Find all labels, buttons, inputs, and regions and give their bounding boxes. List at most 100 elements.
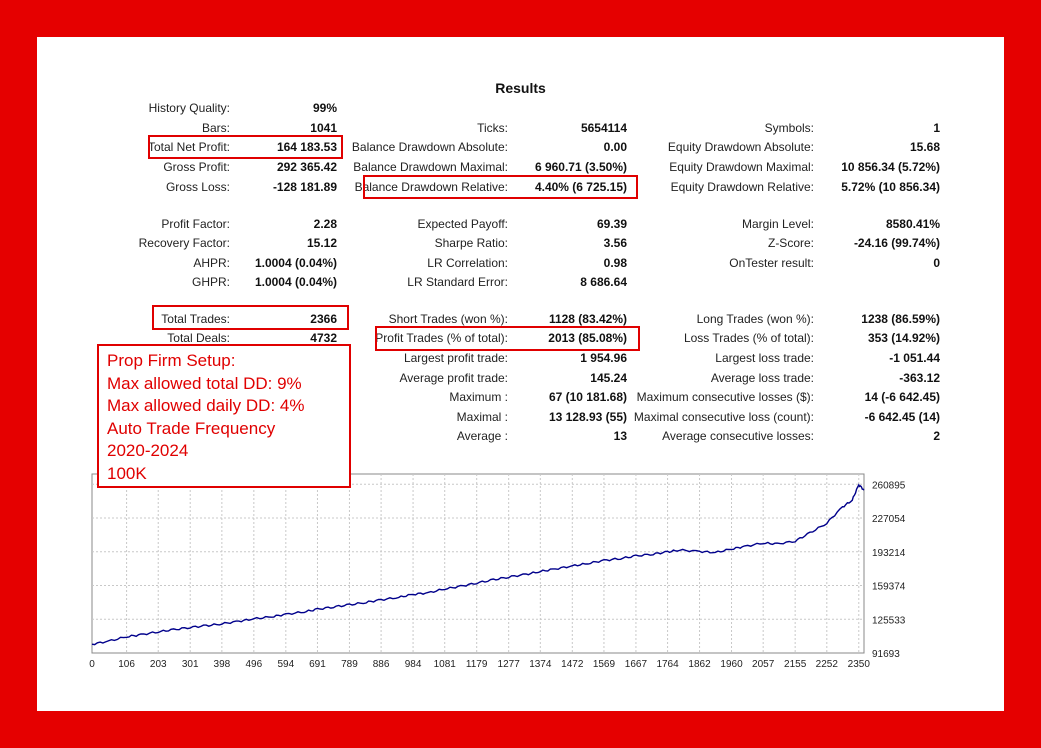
stat-value: -6 642.45 (14) xyxy=(864,410,940,424)
x-tick-label: 301 xyxy=(182,659,199,670)
stat-value: 67 (10 181.68) xyxy=(548,390,627,404)
stat-value: 2 xyxy=(933,429,940,443)
y-tick-label: 227054 xyxy=(872,514,906,525)
stat-label: Maximum consecutive losses ($): xyxy=(636,390,814,404)
stat-label: Z-Score: xyxy=(767,236,814,250)
stat-label: Maximal consecutive loss (count): xyxy=(633,410,814,424)
x-tick-label: 1764 xyxy=(656,659,679,670)
stat-value: 15.68 xyxy=(909,140,940,154)
stat-label: Long Trades (won %): xyxy=(696,312,814,326)
stat-value: -128 181.89 xyxy=(272,180,337,194)
plot-area xyxy=(91,473,865,654)
results-panel: Results History Quality: 99% Bars: 1041 Tick… xyxy=(37,37,1004,711)
stat-label: Balance Drawdown Absolute: xyxy=(351,140,508,154)
highlight-total-trades xyxy=(152,305,349,330)
stat-value: 3.56 xyxy=(603,236,627,250)
x-tick-label: 886 xyxy=(373,659,390,670)
stat-value: 353 (14.92%) xyxy=(867,331,940,345)
stat-value: 5654114 xyxy=(580,121,627,135)
stat-value: 13 128.93 (55) xyxy=(548,410,627,424)
stat-value: 164 183.53 xyxy=(276,140,337,154)
stat-label: Maximum : xyxy=(449,390,508,404)
stat-value: 0.98 xyxy=(603,256,627,270)
stat-label: Average consecutive losses: xyxy=(662,429,814,443)
stat-value: 10 856.34 (5.72%) xyxy=(841,160,940,174)
stat-label: AHPR: xyxy=(193,256,230,270)
x-tick-label: 1960 xyxy=(720,659,743,670)
stat-value: 8 686.64 xyxy=(580,275,627,289)
stat-label: Equity Drawdown Relative: xyxy=(670,180,814,194)
x-tick-label: 2057 xyxy=(752,659,775,670)
highlight-profit-trades xyxy=(375,326,640,351)
x-tick-label: 1277 xyxy=(498,659,521,670)
stat-value: -1 051.44 xyxy=(889,351,940,365)
stat-label: Expected Payoff: xyxy=(417,217,508,231)
stat-value: 1.0004 (0.04%) xyxy=(254,275,337,289)
x-tick-label: 496 xyxy=(245,659,262,670)
stat-label: LR Correlation: xyxy=(427,256,508,270)
stat-label: Profit Factor: xyxy=(161,217,230,231)
x-tick-label: 1472 xyxy=(561,659,584,670)
stat-label: Sharpe Ratio: xyxy=(434,236,508,250)
annotation-line: Max allowed daily DD: 4% xyxy=(107,396,305,415)
stat-value: 4.40% (6 725.15) xyxy=(534,180,627,194)
stat-value: 0.00 xyxy=(603,140,627,154)
stat-label: Loss Trades (% of total): xyxy=(683,331,814,345)
stat-label: Total Trades: xyxy=(161,312,230,326)
x-tick-label: 106 xyxy=(118,659,135,670)
stat-label: Balance Drawdown Relative: xyxy=(354,180,508,194)
x-tick-label: 2155 xyxy=(784,659,807,670)
stat-value: 1041 xyxy=(310,121,337,135)
x-tick-label: 1081 xyxy=(434,659,457,670)
stat-value: 8580.41% xyxy=(885,217,940,231)
x-tick-label: 691 xyxy=(309,659,326,670)
stat-label: Ticks: xyxy=(477,121,508,135)
x-tick-label: 1374 xyxy=(529,659,552,670)
stat-label: Average : xyxy=(456,429,508,443)
stat-label: Profit Trades (% of total): xyxy=(375,331,508,345)
stat-label: Average profit trade: xyxy=(399,371,508,385)
annotation-line: 100K xyxy=(107,463,147,483)
x-tick-label: 984 xyxy=(405,659,422,670)
stat-label: Equity Drawdown Maximal: xyxy=(669,160,814,174)
x-tick-label: 594 xyxy=(277,659,294,670)
x-tick-label: 789 xyxy=(341,659,358,670)
stat-value: 4732 xyxy=(310,331,337,345)
report-title: Results xyxy=(495,80,546,96)
annotation-line: 2020-2024 xyxy=(107,441,189,460)
annotation-line: Auto Trade Frequency xyxy=(107,418,276,438)
stat-label: Average loss trade: xyxy=(710,371,814,385)
stat-label: History Quality: xyxy=(148,101,230,115)
x-tick-label: 203 xyxy=(150,659,167,670)
stat-label: Margin Level: xyxy=(741,217,814,231)
stat-label: Symbols: xyxy=(764,121,814,135)
stat-label: Gross Loss: xyxy=(165,180,230,194)
y-tick-label: 91693 xyxy=(872,649,900,660)
stat-label: Largest loss trade: xyxy=(715,351,814,365)
balance-line xyxy=(91,483,865,646)
stat-value: 1 xyxy=(933,121,940,135)
stat-label: Total Net Profit: xyxy=(147,140,230,154)
stat-value: 1 954.96 xyxy=(580,351,627,365)
x-tick-label: 1667 xyxy=(625,659,648,670)
stat-value: 99% xyxy=(312,101,337,115)
x-tick-label: 1569 xyxy=(593,659,616,670)
x-tick-label: 1179 xyxy=(466,659,488,670)
x-tick-label: 1862 xyxy=(688,659,711,670)
stat-label: GHPR: xyxy=(191,275,230,289)
stat-label: Bars: xyxy=(201,121,230,135)
stat-label: Recovery Factor: xyxy=(138,236,230,250)
x-tick-label: 2350 xyxy=(848,659,871,670)
highlight-balance-drawdown-relative xyxy=(363,175,638,199)
y-tick-label: 193214 xyxy=(872,548,906,559)
y-tick-label: 125533 xyxy=(872,615,906,626)
stat-value: 6 960.71 (3.50%) xyxy=(534,160,627,174)
stat-value: 2366 xyxy=(310,312,337,326)
y-tick-label: 260895 xyxy=(872,480,906,491)
stat-label: Balance Drawdown Maximal: xyxy=(353,160,508,174)
highlight-total-net-profit xyxy=(148,135,343,159)
stat-value: -363.12 xyxy=(899,371,940,385)
stat-value: 2013 (85.08%) xyxy=(548,331,627,345)
stat-label: Largest profit trade: xyxy=(403,351,508,365)
annotation-box: Prop Firm Setup: Max allowed total DD: 9… xyxy=(97,344,351,488)
